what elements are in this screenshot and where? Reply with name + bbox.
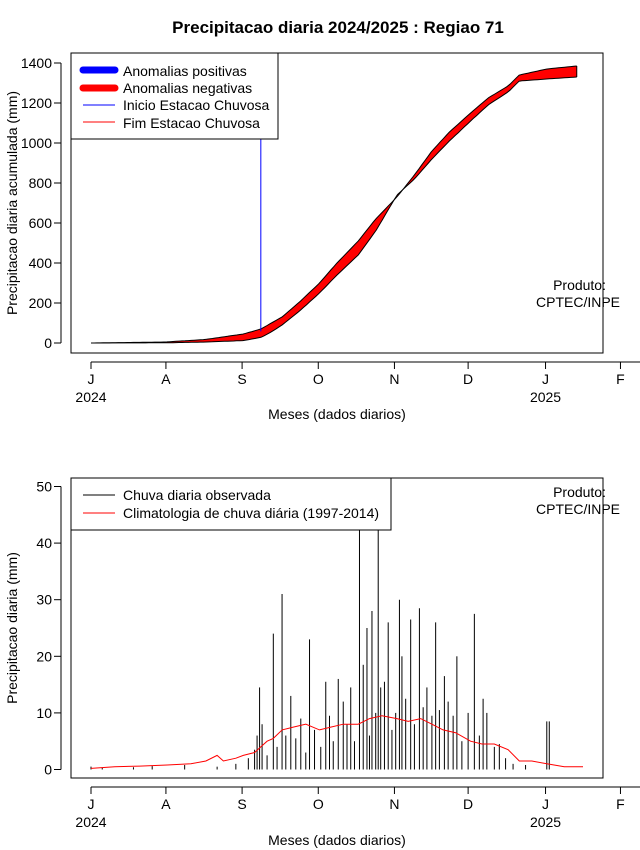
climatology-line — [90, 715, 583, 769]
x-tick-label: N — [389, 796, 399, 812]
y-tick-label: 10 — [36, 705, 52, 721]
year-label: 2024 — [75, 389, 106, 405]
y-tick-label: 1400 — [21, 55, 52, 71]
x-tick-label: D — [463, 796, 473, 812]
x-tick-label: J — [542, 371, 549, 387]
y-tick-label: 200 — [29, 295, 53, 311]
plot-frame — [70, 52, 604, 354]
x-axis: JASONDJFMAMJ20242025 — [75, 361, 640, 405]
accumulated-lines — [91, 65, 578, 344]
y-tick-label: 400 — [29, 255, 53, 271]
legend: Chuva diaria observada Climatologia de c… — [70, 477, 392, 531]
y-axis-label: Precipitacao diaria (mm) — [4, 552, 20, 704]
legend-box — [70, 477, 392, 531]
x-tick-label: D — [463, 371, 473, 387]
y-tick-label: 800 — [29, 175, 53, 191]
y-tick-label: 1000 — [21, 135, 52, 151]
x-tick-label: A — [161, 796, 171, 812]
legend-label-observed: Chuva diaria observada — [123, 487, 271, 503]
x-tick-label: F — [616, 796, 625, 812]
y-tick-label: 1200 — [21, 95, 52, 111]
x-axis-label: Meses (dados diarios) — [268, 406, 406, 422]
product-label: Produto: — [553, 484, 606, 500]
x-tick-label: F — [616, 371, 625, 387]
year-label: 2025 — [530, 814, 561, 830]
series-line-climatologia — [91, 65, 577, 344]
x-tick-label: S — [237, 796, 246, 812]
daily-rain-bars — [90, 526, 550, 770]
y-tick-label: 600 — [29, 215, 53, 231]
y-axis-label: Precipitacao diaria acumulada (mm) — [4, 91, 20, 315]
y-tick-label: 50 — [36, 478, 52, 494]
series-line-observado — [91, 76, 577, 344]
x-tick-label: A — [161, 371, 171, 387]
x-tick-label: O — [313, 371, 324, 387]
x-axis-label: Meses (dados diarios) — [268, 832, 406, 848]
x-tick-label: O — [313, 796, 324, 812]
x-tick-label: S — [237, 371, 246, 387]
legend-label-end: Fim Estacao Chuvosa — [123, 115, 260, 131]
chart-title: Precipitacao diaria 2024/2025 : Regiao 7… — [172, 18, 504, 37]
product-source: CPTEC/INPE — [536, 501, 620, 517]
x-tick-label: N — [389, 371, 399, 387]
x-axis: JASONDJFMAMJ20242025 — [75, 786, 640, 830]
legend-label-climatology: Climatologia de chuva diária (1997-2014) — [123, 505, 379, 521]
x-tick-label: J — [88, 796, 95, 812]
y-tick-label: 0 — [44, 335, 52, 351]
y-axis: 0 200 400 600 800 1000 1200 1400 — [21, 55, 62, 351]
legend-label-negative: Anomalias negativas — [123, 80, 252, 96]
legend-label-start: Inicio Estacao Chuvosa — [123, 97, 270, 113]
y-tick-label: 40 — [36, 535, 52, 551]
product-source: CPTEC/INPE — [536, 294, 620, 310]
x-tick-label: J — [88, 371, 95, 387]
product-label: Produto: — [553, 277, 606, 293]
legend-label-positive: Anomalias positivas — [123, 63, 247, 79]
y-axis: 0 10 20 30 40 50 — [36, 478, 62, 778]
year-label: 2025 — [530, 389, 561, 405]
x-tick-label: J — [542, 796, 549, 812]
year-label: 2024 — [75, 814, 106, 830]
y-tick-label: 30 — [36, 592, 52, 608]
y-tick-label: 0 — [44, 762, 52, 778]
y-tick-label: 20 — [36, 648, 52, 664]
legend: Anomalias positivas Anomalias negativas … — [70, 52, 279, 140]
